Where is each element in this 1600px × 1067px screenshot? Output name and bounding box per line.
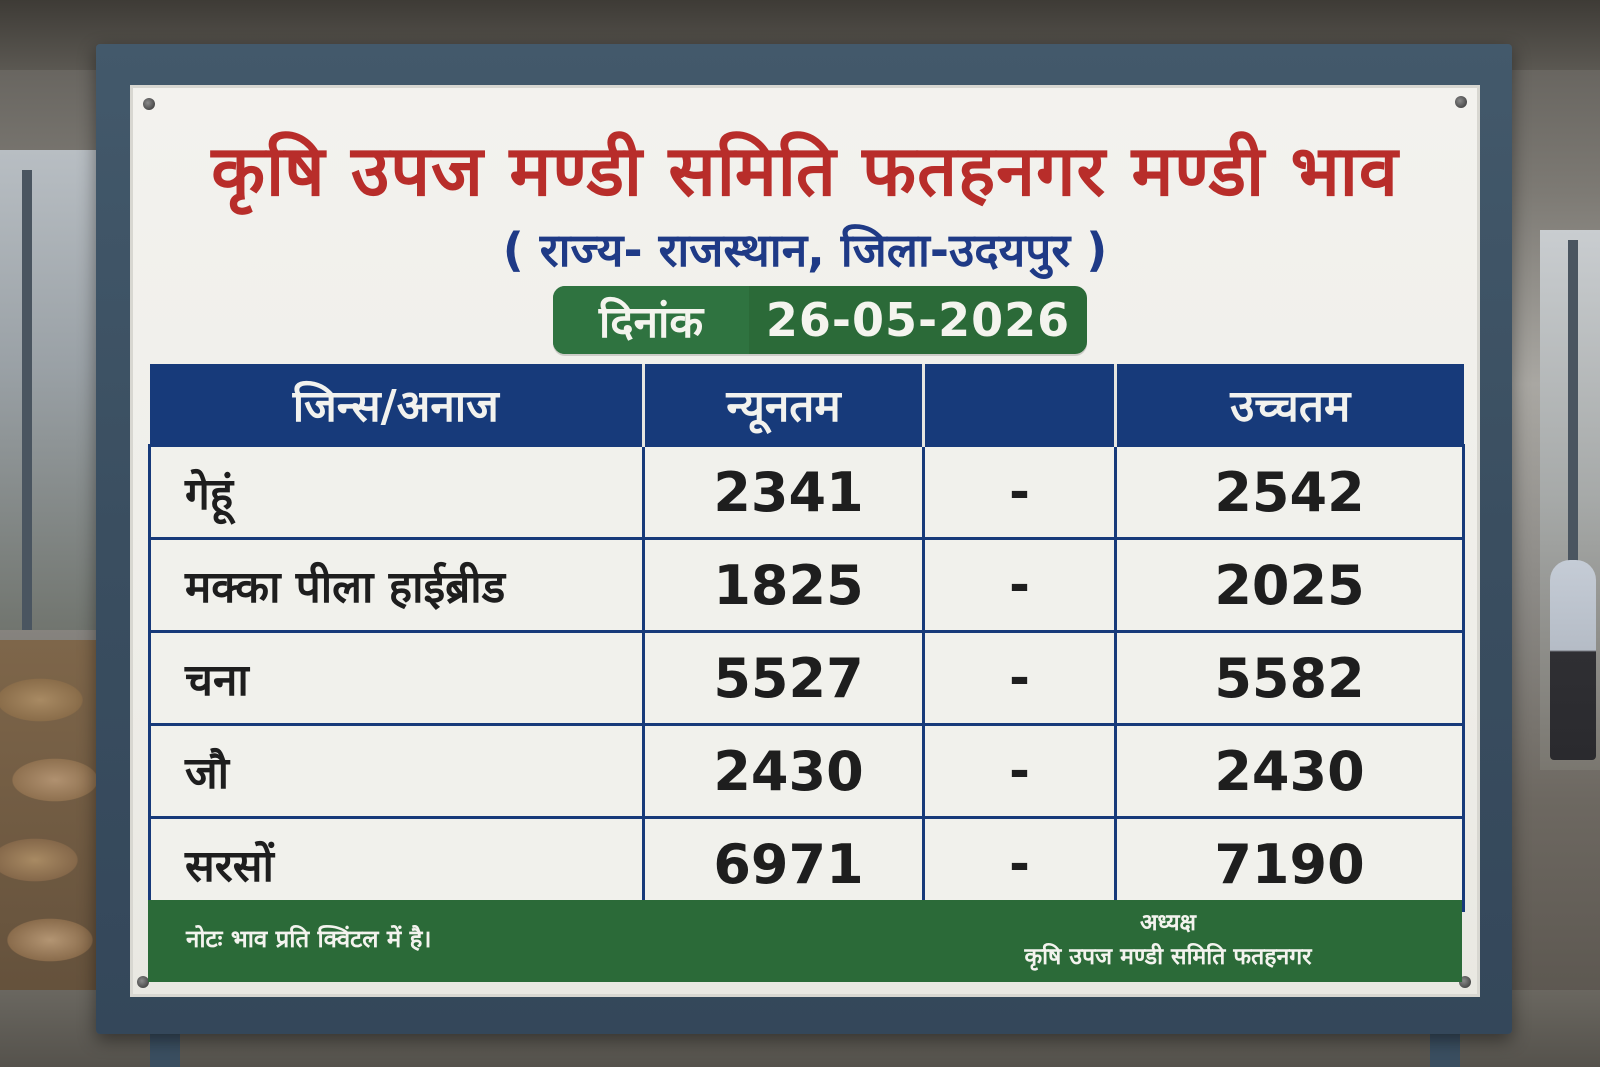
min-price: 1825 [642,537,925,633]
crop-name: जौ [148,723,645,819]
signatory-organization: कृषि उपज मण्डी समिति फतहनगर [1024,944,1312,970]
price-separator: - [922,816,1117,912]
price-separator: - [922,537,1117,633]
shed-pillar [22,170,32,630]
shed-pillar [1568,240,1578,760]
price-separator: - [922,630,1117,726]
max-price: 2430 [1114,723,1465,819]
table-row: सरसों 6971 - 7190 [148,816,1465,912]
table-header-row: जिन्स/अनाज न्यूनतम उच्चतम [149,364,1464,446]
header-separator [922,364,1116,446]
crop-name: मक्का पीला हाईब्रीड [148,537,645,633]
min-price: 2341 [642,444,925,540]
crop-name: गेहूं [148,444,645,540]
date-label: दिनांक [553,286,749,354]
table-row: मक्का पीला हाईब्रीड 1825 - 2025 [148,537,1465,633]
max-price: 7190 [1114,816,1465,912]
signatory-title: अध्यक्ष [1139,910,1197,936]
table-row: जौ 2430 - 2430 [148,723,1465,819]
min-price: 6971 [642,816,925,912]
date-value: 26-05-2026 [765,293,1071,347]
price-separator: - [922,444,1117,540]
board-subtitle: ( राज्य- राजस्थान, जिला-उदयपुर ) [502,223,1108,277]
table-row: गेहूं 2341 - 2542 [148,444,1465,540]
header-commodity: जिन्स/अनाज [149,364,644,446]
footer-note: नोटः भाव प्रति क्विंटल में है। [186,925,432,953]
max-price: 2025 [1114,537,1465,633]
board-title: कृषि उपज मण्डी समिति फतहनगर मण्डी भाव [211,130,1399,212]
board-footer: नोटः भाव प्रति क्विंटल में है। अध्यक्ष क… [148,900,1462,982]
mandi-price-board: कृषि उपज मण्डी समिति फतहनगर मण्डी भाव ( … [130,85,1480,997]
crop-name: चना [148,630,645,726]
screw-icon [137,976,149,988]
screw-icon [143,98,155,110]
signatory-block: अध्यक्ष कृषि उपज मण्डी समिति फतहनगर [978,906,1358,974]
left-shed [0,150,110,630]
table-row: चना 5527 - 5582 [148,630,1465,726]
header-minimum: न्यूनतम [642,364,924,446]
screw-icon [1459,976,1471,988]
min-price: 5527 [642,630,925,726]
price-separator: - [922,723,1117,819]
header-maximum: उच्चतम [1114,364,1464,446]
price-table: जिन्स/अनाज न्यूनतम उच्चतम गेहूं 2341 - 2… [148,364,1465,912]
person-standing [1550,560,1596,760]
screw-icon [1455,96,1467,108]
max-price: 5582 [1114,630,1465,726]
date-badge: दिनांक 26-05-2026 [553,286,1087,354]
crop-name: सरसों [148,816,645,912]
max-price: 2542 [1114,444,1465,540]
min-price: 2430 [642,723,925,819]
